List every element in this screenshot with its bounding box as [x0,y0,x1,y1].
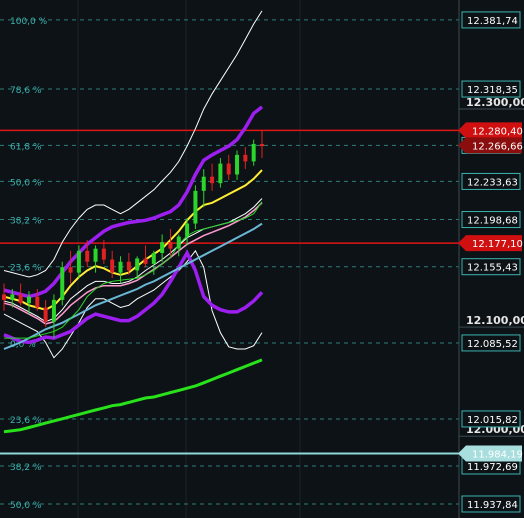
fib-level-label: 23,6 % [10,264,42,274]
candlesticks[interactable] [2,130,264,339]
fib-price-label: 12.381,74 [467,16,518,27]
last-price-label: 12.266,66 [472,141,523,152]
fib-level-label: 0,0 % [10,340,36,350]
fib-price-label: 12.015,82 [467,415,518,426]
fib-price-label: 11.937,84 [467,500,518,511]
candle[interactable] [185,218,190,246]
fib-price-label: 12.155,43 [467,263,518,274]
fib-level-label: 23,6 % [10,416,42,426]
indicator-line-green_thin [4,201,263,339]
highlight-price-box[interactable]: 11.984,19 [458,445,523,462]
candle[interactable] [193,185,198,230]
candle[interactable] [101,239,106,264]
fib-price-label: 12.085,52 [467,339,518,350]
fib-price-label: 12.233,63 [467,177,518,188]
fib-price-box[interactable]: 12.318,35 [461,80,521,98]
indicator-line-white [3,10,263,278]
fib-price-label: 12.198,68 [467,216,518,227]
fib-price-label: 11.972,69 [467,462,518,473]
indicator-line-white [3,249,263,359]
fib-price-box[interactable]: 12.198,68 [461,211,521,229]
fib-price-box[interactable]: 12.381,74 [461,11,521,29]
last-price-box[interactable]: 12.266,66 [458,137,523,154]
candle[interactable] [218,158,223,188]
candle[interactable] [26,291,31,315]
candle[interactable] [118,256,123,284]
candle[interactable] [201,169,206,208]
axis-tick-label: 12.300,00 [466,96,524,109]
highlight-price-box[interactable]: 12.280,40 [458,122,523,139]
fib-level-label: 50,0 % [10,501,42,511]
candle[interactable] [60,261,65,306]
candle[interactable] [135,256,140,279]
candle[interactable] [76,245,81,279]
indicator-line-lightblue [3,222,263,350]
candle[interactable] [243,147,248,170]
indicator-line-pink [3,202,263,325]
candle[interactable] [260,130,264,159]
candle[interactable] [143,245,148,268]
candle[interactable] [68,250,73,284]
candle[interactable] [43,299,48,328]
fib-price-box[interactable]: 12.085,52 [461,334,521,352]
fib-price-box[interactable]: 12.233,63 [461,172,521,190]
fib-level-label: 38,2 % [10,217,42,227]
axis-tick-label: 12.100,00 [466,314,524,327]
fibonacci-levels[interactable]: 100,0 % 78,6 % 61,8 % 50,0 % 38,2 % 23,6 % 0,0… [0,17,459,511]
candle[interactable] [160,234,165,262]
price-axis[interactable]: 12.300,0012.100,0012.000,0012.381,7412.3… [458,0,524,518]
candle[interactable] [35,288,40,311]
candle[interactable] [126,253,131,275]
candle[interactable] [93,245,98,273]
candle[interactable] [151,250,156,275]
fib-level-label: 100,0 % [10,17,48,27]
fib-price-box[interactable]: 12.015,82 [461,410,521,428]
candle[interactable] [18,283,23,306]
fib-level-label: 78,6 % [10,86,42,96]
fib-level-label: 50,0 % [10,178,42,188]
candle[interactable] [251,139,256,166]
indicator-line-purple [3,249,264,345]
highlight-price-label: 12.280,40 [472,126,523,137]
highlight-price-label: 11.984,19 [472,449,523,460]
indicator-line-green_ma [3,358,263,434]
fib-level-label: 38,2 % [10,463,42,473]
fib-price-box[interactable]: 12.155,43 [461,258,521,276]
candle[interactable] [110,250,115,279]
candle[interactable] [168,229,173,257]
highlight-price-label: 12.177,10 [472,239,523,250]
fib-level-label: 61,8 % [10,142,42,152]
candle[interactable] [235,150,240,180]
fib-price-box[interactable]: 11.937,84 [461,495,521,513]
fib-price-label: 12.318,35 [467,85,518,96]
highlight-price-box[interactable]: 12.177,10 [458,235,523,252]
candle[interactable] [210,163,215,191]
indicator-line-purple [3,105,264,299]
candle[interactable] [10,288,15,308]
candle[interactable] [2,283,6,311]
candle[interactable] [51,294,56,339]
candle[interactable] [176,234,181,257]
candle[interactable] [226,154,231,180]
candle[interactable] [85,239,90,268]
